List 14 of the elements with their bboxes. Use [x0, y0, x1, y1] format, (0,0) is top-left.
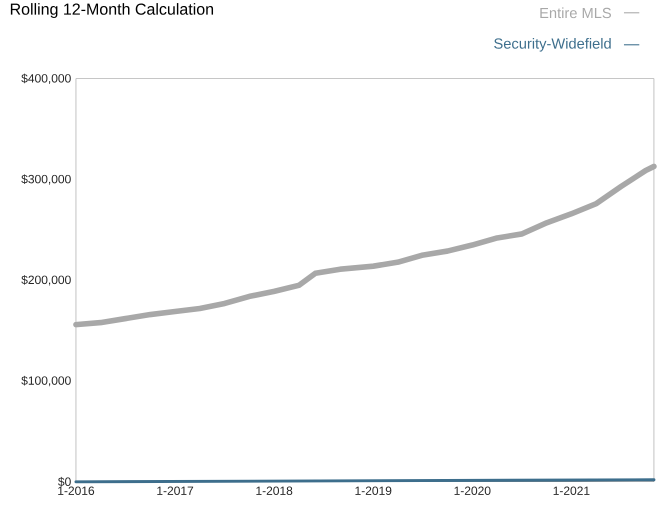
y-tick-label: $200,000 — [21, 275, 71, 286]
legend-label: Entire MLS — [540, 7, 611, 18]
y-tick-label: $0 — [58, 476, 71, 487]
y-tick-label: $100,000 — [21, 376, 71, 386]
x-tick-label: 1-2019 — [355, 486, 392, 495]
legend-label: Security-Widefield — [494, 38, 611, 52]
x-tick-label: 1-2018 — [256, 486, 292, 495]
x-tick-label: 1-2016 — [58, 486, 94, 495]
x-tick-label: 1-2017 — [157, 486, 194, 495]
x-tick-label: 1-2020 — [454, 486, 491, 495]
y-tick-label: $300,000 — [21, 174, 71, 185]
y-tick-label: $400,000 — [21, 74, 71, 84]
chart-title: Rolling 12-Month Calculation — [10, 3, 214, 18]
x-tick-label: 1-2021 — [554, 486, 590, 495]
